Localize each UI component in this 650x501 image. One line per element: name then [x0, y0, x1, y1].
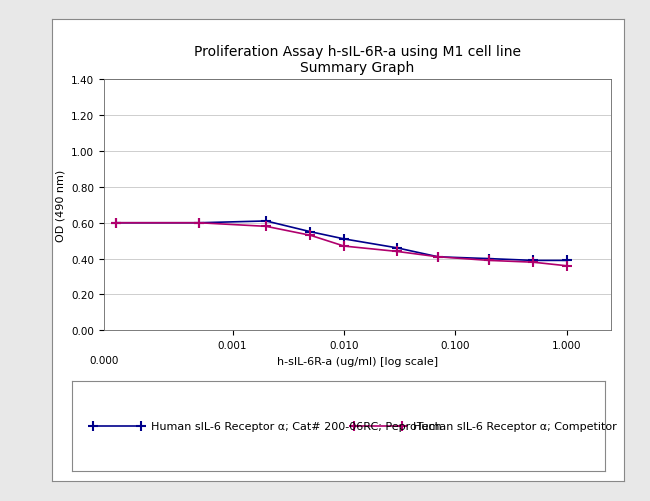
Human sIL-6 Receptor α; Competitor: [195, 220, 203, 226]
Human sIL-6 Receptor α; Competitor: [529, 260, 537, 266]
Human sIL-6 Receptor α; Cat# 200-06RC; PeproTech: [563, 258, 571, 264]
Human sIL-6 Receptor α; Competitor: [262, 224, 270, 230]
Human sIL-6 Receptor α; Competitor: [563, 263, 571, 269]
Human sIL-6 Receptor α; Cat# 200-06RC; PeproTech: [262, 218, 270, 224]
Text: Human sIL-6 Receptor α; Cat# 200-06RC; PeproTech: Human sIL-6 Receptor α; Cat# 200-06RC; P…: [151, 421, 442, 431]
Human sIL-6 Receptor α; Competitor: [485, 258, 493, 264]
Line: Human sIL-6 Receptor α; Cat# 200-06RC; PeproTech: Human sIL-6 Receptor α; Cat# 200-06RC; P…: [111, 216, 571, 266]
Text: Human sIL-6 Receptor α; Competitor: Human sIL-6 Receptor α; Competitor: [413, 421, 616, 431]
Human sIL-6 Receptor α; Competitor: [393, 249, 401, 255]
Human sIL-6 Receptor α; Cat# 200-06RC; PeproTech: [434, 255, 442, 261]
Human sIL-6 Receptor α; Competitor: [112, 220, 120, 226]
Y-axis label: OD (490 nm): OD (490 nm): [56, 169, 66, 241]
Human sIL-6 Receptor α; Cat# 200-06RC; PeproTech: [529, 258, 537, 264]
X-axis label: h-sIL-6R-a (ug/ml) [log scale]: h-sIL-6R-a (ug/ml) [log scale]: [277, 356, 438, 366]
Line: Human sIL-6 Receptor α; Competitor: Human sIL-6 Receptor α; Competitor: [111, 218, 571, 271]
Human sIL-6 Receptor α; Cat# 200-06RC; PeproTech: [195, 220, 203, 226]
Human sIL-6 Receptor α; Cat# 200-06RC; PeproTech: [307, 229, 315, 235]
Human sIL-6 Receptor α; Cat# 200-06RC; PeproTech: [340, 236, 348, 242]
Human sIL-6 Receptor α; Cat# 200-06RC; PeproTech: [112, 220, 120, 226]
Human sIL-6 Receptor α; Competitor: [307, 233, 315, 239]
Human sIL-6 Receptor α; Cat# 200-06RC; PeproTech: [393, 245, 401, 252]
Human sIL-6 Receptor α; Competitor: [434, 255, 442, 261]
Title: Proliferation Assay h-sIL-6R-a using M1 cell line
Summary Graph: Proliferation Assay h-sIL-6R-a using M1 …: [194, 45, 521, 75]
Human sIL-6 Receptor α; Cat# 200-06RC; PeproTech: [485, 256, 493, 262]
Text: 0.000: 0.000: [89, 356, 119, 366]
Human sIL-6 Receptor α; Competitor: [340, 243, 348, 249]
